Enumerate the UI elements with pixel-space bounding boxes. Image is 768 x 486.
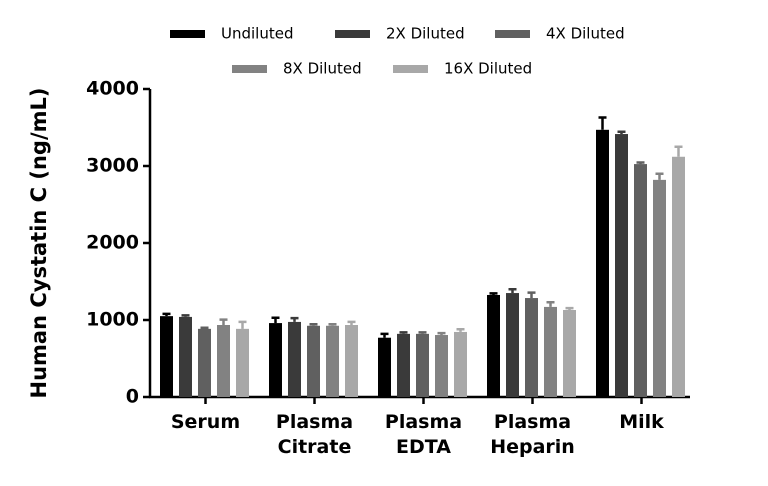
bar: [269, 323, 282, 397]
bar: [615, 134, 628, 398]
bar: [487, 294, 500, 397]
legend-swatch: [170, 30, 205, 38]
bar: [378, 337, 391, 397]
legend-swatch: [335, 30, 370, 38]
bar: [326, 325, 339, 397]
bar: [288, 321, 301, 397]
error-bar: [181, 314, 190, 317]
bar: [454, 331, 467, 397]
bar: [236, 328, 249, 397]
bar: [179, 316, 192, 397]
bar: [307, 325, 320, 397]
bar: [653, 179, 666, 397]
bar: [435, 335, 448, 397]
error-bar: [162, 312, 171, 317]
error-bar: [418, 331, 427, 334]
bar: [506, 293, 519, 397]
error-bar: [655, 172, 664, 180]
error-bar: [565, 306, 574, 310]
error-bar: [437, 331, 446, 336]
error-bar: [399, 331, 408, 334]
y-tick-label: 2000: [86, 232, 139, 254]
y-tick-label: 4000: [86, 78, 139, 100]
bar: [596, 129, 609, 397]
bar: [160, 316, 173, 397]
legend-swatch: [495, 30, 530, 38]
y-tick-label: 0: [126, 386, 139, 408]
y-axis-label: Human Cystatin C (ng/mL): [27, 88, 51, 399]
error-bar: [290, 316, 299, 322]
bar: [198, 328, 211, 397]
x-tick-label: Serum: [170, 411, 241, 433]
error-bar: [219, 318, 228, 326]
error-bar: [309, 322, 318, 326]
error-bar: [617, 130, 626, 135]
x-tick-label: Milk: [619, 411, 664, 433]
x-tick-label: Plasma Heparin: [490, 411, 575, 458]
legend-label: 4X Diluted: [546, 25, 625, 43]
legend-swatch: [232, 65, 267, 73]
legend-label: 16X Diluted: [444, 60, 532, 78]
error-bar: [456, 327, 465, 332]
error-bar: [238, 320, 247, 329]
x-tick-label: Plasma EDTA: [384, 411, 463, 458]
error-bar: [527, 291, 536, 299]
error-bar: [200, 326, 209, 329]
error-bar: [674, 145, 683, 157]
error-bar: [271, 316, 280, 324]
legend-label: Undiluted: [221, 25, 293, 43]
y-tick-label: 3000: [86, 155, 139, 177]
bar: [345, 325, 358, 397]
legend-label: 2X Diluted: [386, 25, 465, 43]
bar: [634, 164, 647, 397]
error-bar: [489, 292, 498, 295]
bar: [563, 309, 576, 397]
x-tick-label: Plasma Citrate: [275, 411, 354, 458]
bar: [217, 325, 230, 397]
y-tick-label: 1000: [86, 309, 139, 331]
legend-label: 8X Diluted: [283, 60, 362, 78]
bar: [525, 298, 538, 397]
error-bar: [598, 116, 607, 130]
error-bar: [347, 320, 356, 326]
error-bar: [546, 301, 555, 307]
bar: [397, 333, 410, 397]
bar: [544, 306, 557, 397]
legend-swatch: [393, 65, 428, 73]
error-bar: [636, 161, 645, 165]
bar: [416, 333, 429, 397]
bar: [672, 156, 685, 397]
error-bar: [380, 332, 389, 338]
error-bar: [508, 287, 517, 294]
error-bar: [328, 322, 337, 326]
